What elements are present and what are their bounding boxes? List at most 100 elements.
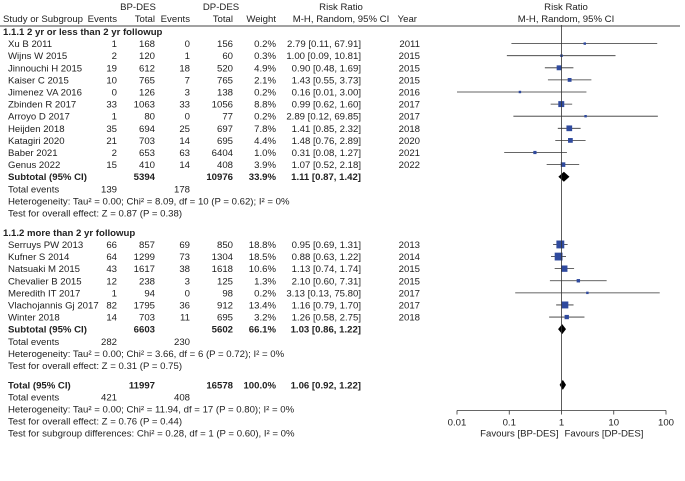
header-total1: Total [135,14,155,25]
study-ci: 0.31 [0.08, 1.27] [292,148,361,159]
study-ci: 2.10 [0.60, 7.31] [292,276,361,287]
study-total1: 168 [139,39,155,50]
study-total2: 520 [217,63,233,74]
effect-marker [576,279,581,283]
study-events2: 18 [179,63,190,74]
effect-marker [556,65,562,71]
study-total1: 703 [139,313,155,324]
subtotal-weight: 33.9% [249,172,277,183]
study-weight: 4.9% [254,63,276,74]
study-events2: 7 [185,75,190,86]
total-events1: 282 [101,337,117,348]
study-events1: 12 [106,276,117,287]
study-name: Jimenez VA 2016 [8,88,82,99]
overall-heterogeneity-text: Heterogeneity: Tau² = 0.00; Chi² = 11.94… [8,405,295,416]
study-ci: 1.43 [0.55, 3.73] [292,75,361,86]
study-events2: 63 [179,148,190,159]
total-events2: 178 [174,184,190,195]
study-events1: 10 [106,75,117,86]
study-events1: 35 [106,124,117,135]
study-total2: 138 [217,88,233,99]
study-weight: 8.8% [254,100,276,111]
study-ci: 1.41 [0.85, 2.32] [292,124,361,135]
effect-marker [554,252,563,261]
study-name: Vlachojannis Gj 2017 [8,300,99,311]
x-tick-label: 1 [559,418,564,429]
header-study: Study or Subgroup [3,14,83,25]
study-name: Wijns W 2015 [8,51,67,62]
subtotal-total1: 6603 [134,325,155,336]
overall-effect-text: Test for overall effect: Z = 0.31 (P = 0… [8,361,182,372]
effect-marker [567,77,572,82]
study-total1: 80 [144,112,155,123]
study-weight: 1.3% [254,276,276,287]
x-tick-label: 0.1 [503,418,516,429]
study-total2: 156 [217,39,233,50]
study-ci: 3.13 [0.13, 75.80] [286,288,361,299]
study-events1: 1 [112,39,117,50]
study-events1: 82 [106,300,117,311]
study-ci: 2.89 [0.12, 69.85] [286,112,361,123]
overall-effect-total-text: Test for overall effect: Z = 0.76 (P = 0… [8,417,182,428]
total-events-label: Total events [8,184,59,195]
study-weight: 7.8% [254,124,276,135]
overall-effect-text: Test for overall effect: Z = 0.87 (P = 0… [8,209,182,220]
study-events2: 1 [185,51,190,62]
heterogeneity-text: Heterogeneity: Tau² = 0.00; Chi² = 3.66,… [8,349,285,360]
heterogeneity-text: Heterogeneity: Tau² = 0.00; Chi² = 8.09,… [8,196,290,207]
subtotal-ci: 1.03 [0.86, 1.22] [291,325,361,336]
total-events-label: Total events [8,337,59,348]
study-total1: 1795 [134,300,155,311]
study-weight: 0.2% [254,112,276,123]
favours-left-label: Favours [BP-DES] [480,429,558,440]
study-weight: 0.2% [254,88,276,99]
study-total1: 694 [139,124,156,135]
study-ci: 1.07 [0.52, 2.18] [292,160,361,171]
study-total2: 125 [217,276,233,287]
subtotal-total2: 10976 [206,172,233,183]
subgroup-differences-text: Test for subgroup differences: Chi² = 0.… [8,429,295,440]
total-events1: 139 [101,184,117,195]
study-name: Zbinden R 2017 [8,100,76,111]
study-name: Kufner S 2014 [8,252,70,263]
total-weight: 100.0% [243,380,276,391]
overall-total-events1: 421 [101,392,117,403]
study-weight: 2.1% [254,75,276,86]
header-group2: DP-DES [203,2,239,13]
study-year: 2020 [399,136,420,147]
study-name: Jinnouchi H 2015 [8,63,82,74]
study-year: 2015 [399,75,420,86]
study-total1: 765 [139,75,155,86]
study-events2: 25 [179,124,190,135]
study-events1: 33 [106,100,117,111]
header-events2: Events [161,14,191,25]
study-total2: 408 [217,160,233,171]
study-name: Serruys PW 2013 [8,240,83,251]
study-year: 2015 [399,264,420,275]
effect-marker [533,150,537,155]
study-weight: 0.2% [254,39,276,50]
study-weight: 1.0% [254,148,276,159]
study-ci: 1.26 [0.58, 2.75] [292,313,361,324]
study-weight: 3.9% [254,160,276,171]
effect-marker [566,125,573,132]
subtotal-diamond [558,324,567,335]
header-events1: Events [88,14,118,25]
study-events2: 0 [185,39,190,50]
study-year: 2017 [399,100,420,111]
study-weight: 10.6% [249,264,277,275]
overall-total-events2: 408 [174,392,190,403]
study-ci: 1.00 [0.09, 10.81] [286,51,361,62]
study-year: 2017 [399,300,420,311]
study-events2: 0 [185,288,190,299]
study-total1: 120 [139,51,155,62]
study-year: 2015 [399,276,420,287]
study-name: Meredith IT 2017 [8,288,80,299]
study-name: Winter 2018 [8,313,60,324]
subtotal-weight: 66.1% [249,325,277,336]
study-total2: 912 [217,300,233,311]
subtotal-total1: 5394 [134,172,156,183]
subgroup-title: 1.1.1 2 yr or less than 2 yr followup [3,27,163,38]
study-ci: 0.99 [0.62, 1.60] [292,100,361,111]
